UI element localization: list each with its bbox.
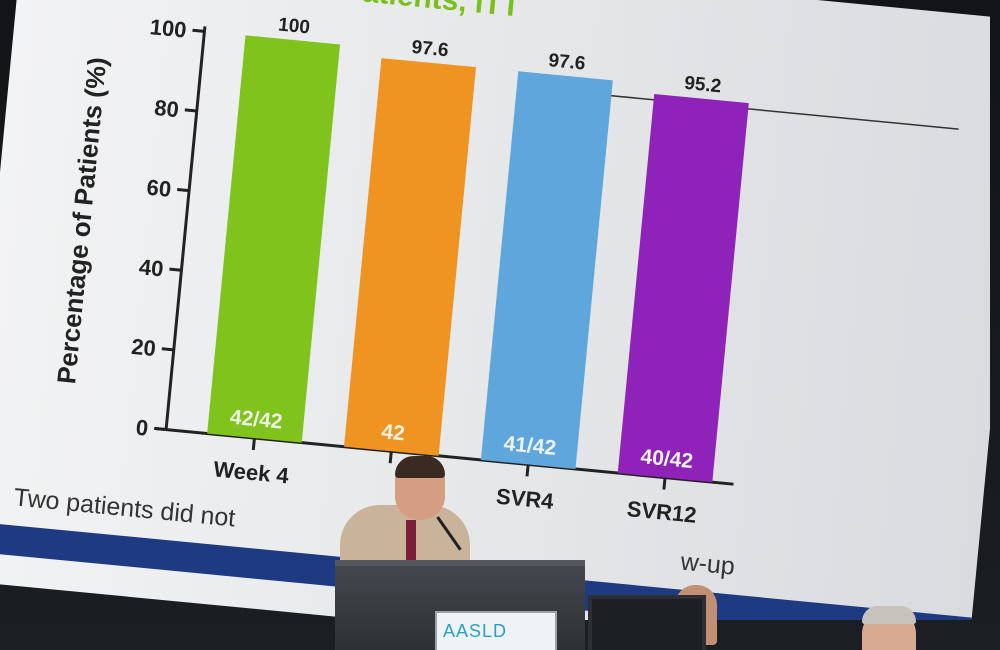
bar-4 [617, 93, 749, 483]
speaker-tie [406, 520, 416, 565]
x-tick [525, 464, 530, 477]
bar-count-label: 40/42 [640, 445, 695, 473]
x-tick [662, 477, 667, 490]
podium-sign: AASLD [435, 611, 557, 650]
bar-value-label: 95.2 [683, 73, 722, 97]
y-tick [192, 28, 205, 33]
y-tick-label: 20 [130, 334, 157, 361]
laptop-monitor [588, 595, 706, 650]
y-axis-line [164, 26, 207, 430]
bar-count-label: 42/42 [229, 406, 284, 434]
title-rule [580, 91, 959, 130]
slide-svg: eatment-Naïve Patients, ITT Percentage o… [0, 0, 990, 620]
podium: AASLD [335, 560, 585, 650]
x-tick [388, 451, 393, 464]
y-tick-label: 40 [138, 254, 165, 281]
footnote-right: w-up [678, 547, 736, 580]
bar-count-label: 42 [380, 420, 405, 445]
y-tick-label: 60 [146, 175, 173, 202]
y-tick [161, 347, 174, 352]
y-tick [177, 188, 190, 193]
y-tick-label: 100 [149, 14, 188, 42]
bar-value-label: 100 [277, 14, 311, 38]
x-tick [251, 437, 256, 451]
bar-2 [344, 58, 476, 456]
panelist-hair [862, 606, 916, 624]
bar-count-label: 41/42 [503, 432, 558, 460]
projection-screen: eatment-Naïve Patients, ITT Percentage o… [0, 0, 990, 620]
y-tick-label: 0 [135, 415, 150, 441]
bar-3 [480, 71, 613, 469]
bar-value-label: 97.6 [411, 37, 450, 61]
bar-value-label: 97.6 [547, 50, 586, 74]
y-tick [169, 267, 182, 272]
podium-sign-text: AASLD [443, 621, 508, 641]
speaker-hair [395, 456, 445, 478]
x-category-label: SVR4 [495, 484, 555, 514]
y-tick [184, 108, 197, 113]
slide-background [0, 0, 990, 620]
y-tick [154, 426, 167, 432]
bar-1 [207, 35, 341, 443]
y-tick-label: 80 [153, 95, 180, 122]
